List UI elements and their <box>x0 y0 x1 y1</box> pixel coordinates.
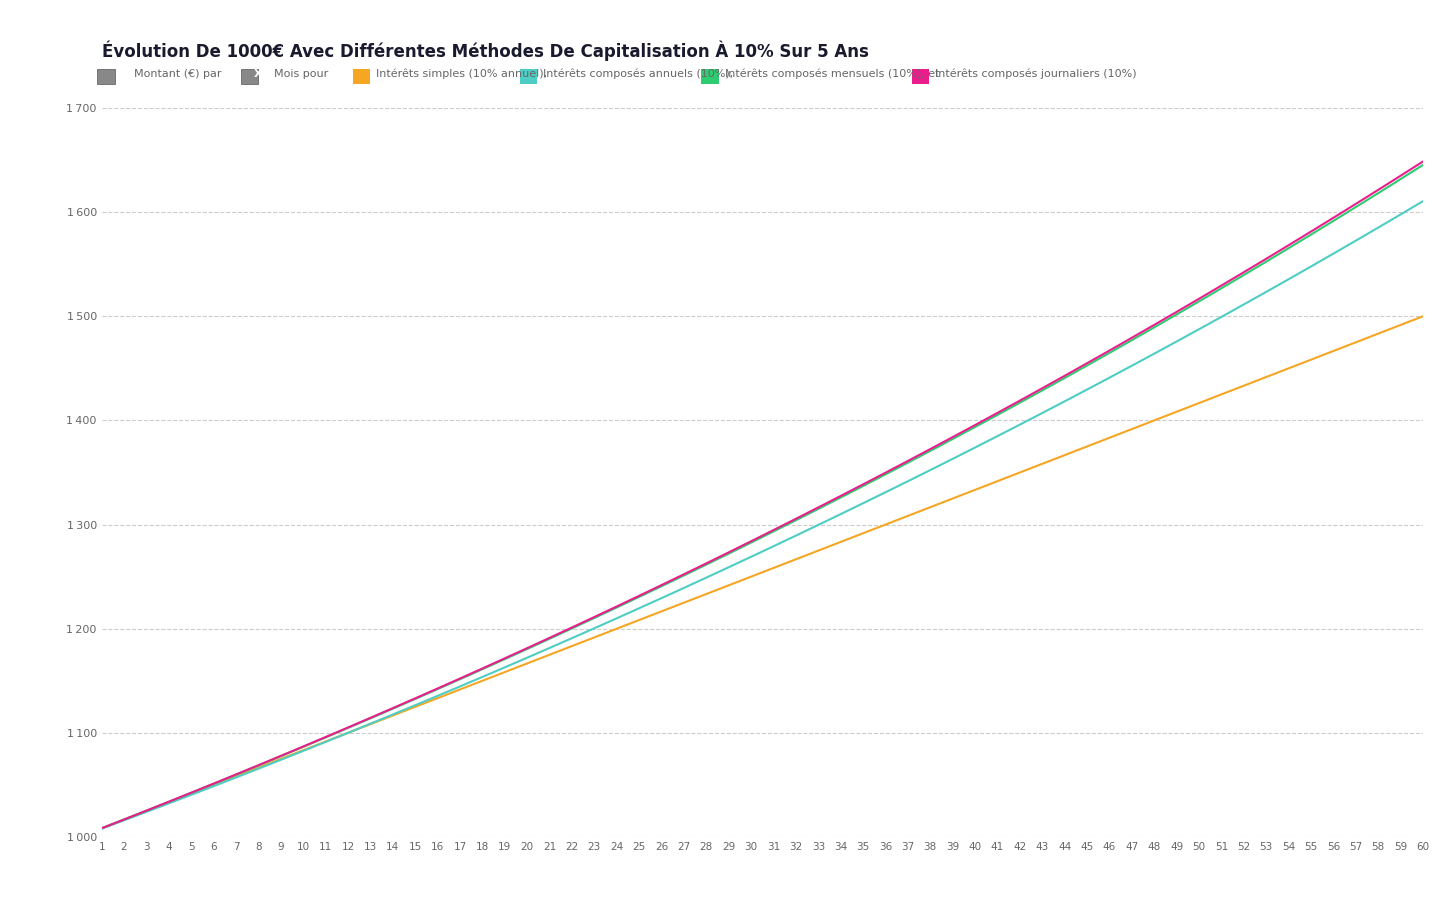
Intérêts composés mensuels (10%), et <box>1414 159 1432 170</box>
Intérêts simples (10% annuel), <box>540 650 558 661</box>
Intérêts simples (10% annuel), <box>922 502 939 513</box>
Intérêts composés mensuels (10%), et <box>93 823 110 833</box>
Intérêts composés journaliers (10%) <box>473 663 491 674</box>
Intérêts composés annuels (10%), <box>518 652 536 663</box>
Intérêts composés annuels (10%), <box>922 464 939 475</box>
Intérêts composés journaliers (10%) <box>93 823 110 833</box>
Text: Y: Y <box>118 68 126 79</box>
Intérêts composés annuels (10%), <box>428 690 446 701</box>
Intérêts composés journaliers (10%) <box>1414 156 1432 166</box>
Line: Intérêts composés annuels (10%),: Intérêts composés annuels (10%), <box>102 202 1423 829</box>
Intérêts composés annuels (10%), <box>540 643 558 653</box>
Text: Intérêts composés annuels (10%),: Intérêts composés annuels (10%), <box>543 68 733 79</box>
Text: Montant (€) par: Montant (€) par <box>134 68 221 79</box>
Intérêts composés annuels (10%), <box>317 736 334 747</box>
Line: Intérêts composés journaliers (10%): Intérêts composés journaliers (10%) <box>102 161 1423 828</box>
Intérêts composés mensuels (10%), et <box>518 644 536 654</box>
Text: X: X <box>254 68 263 79</box>
Intérêts composés annuels (10%), <box>1414 196 1432 207</box>
Text: Mois pour: Mois pour <box>274 68 328 79</box>
Intérêts composés journaliers (10%) <box>518 643 536 653</box>
Text: Intérêts simples (10% annuel),: Intérêts simples (10% annuel), <box>376 68 547 79</box>
Text: Intérêts composés mensuels (10%), et: Intérêts composés mensuels (10%), et <box>725 68 939 79</box>
Intérêts simples (10% annuel), <box>428 693 446 704</box>
Intérêts composés journaliers (10%) <box>428 683 446 694</box>
Intérêts composés mensuels (10%), et <box>922 446 939 456</box>
Intérêts simples (10% annuel), <box>1414 310 1432 321</box>
Intérêts composés annuels (10%), <box>473 671 491 682</box>
Intérêts composés annuels (10%), <box>93 824 110 834</box>
Text: Intérêts composés journaliers (10%): Intérêts composés journaliers (10%) <box>935 68 1137 79</box>
Intérêts composés journaliers (10%) <box>540 633 558 643</box>
Intérêts simples (10% annuel), <box>518 658 536 669</box>
Intérêts simples (10% annuel), <box>317 736 334 747</box>
Text: Évolution De 1000€ Avec Différentes Méthodes De Capitalisation À 10% Sur 5 Ans: Évolution De 1000€ Avec Différentes Méth… <box>102 40 868 61</box>
Intérêts simples (10% annuel), <box>93 823 110 833</box>
Line: Intérêts composés mensuels (10%), et: Intérêts composés mensuels (10%), et <box>102 165 1423 828</box>
Intérêts composés mensuels (10%), et <box>317 732 334 742</box>
Intérêts composés mensuels (10%), et <box>428 684 446 695</box>
Intérêts composés mensuels (10%), et <box>473 664 491 675</box>
Intérêts simples (10% annuel), <box>473 675 491 686</box>
Line: Intérêts simples (10% annuel),: Intérêts simples (10% annuel), <box>102 316 1423 828</box>
Intérêts composés mensuels (10%), et <box>540 634 558 644</box>
Intérêts composés journaliers (10%) <box>922 444 939 454</box>
Intérêts composés journaliers (10%) <box>317 732 334 742</box>
